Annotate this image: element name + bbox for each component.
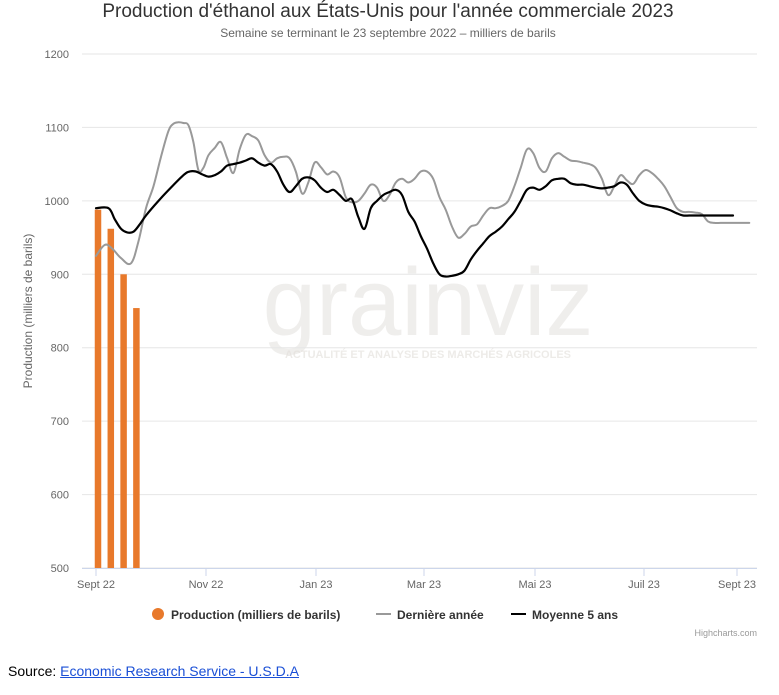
y-tick-label: 600 bbox=[51, 490, 69, 502]
chart-subtitle: Semaine se terminant le 23 septembre 202… bbox=[220, 26, 556, 40]
legend: Production (milliers de barils) Dernière … bbox=[152, 608, 618, 622]
legend-item-5yr-average[interactable]: Moyenne 5 ans bbox=[511, 608, 618, 622]
x-tick-label: Jan 23 bbox=[299, 579, 332, 591]
y-tick-label: 800 bbox=[51, 343, 69, 355]
series-lines bbox=[94, 121, 751, 278]
source-link[interactable]: Economic Research Service - U.S.D.A bbox=[60, 663, 299, 679]
y-tick-label: 500 bbox=[51, 563, 69, 575]
x-tick-label: Mai 23 bbox=[518, 579, 551, 591]
legend-label: Production (milliers de barils) bbox=[171, 608, 340, 622]
production-bar[interactable] bbox=[133, 308, 140, 568]
series-line-last-year[interactable] bbox=[95, 121, 751, 266]
x-tick-label: Nov 22 bbox=[189, 579, 224, 591]
chart-title: Production d'éthanol aux États-Unis pour… bbox=[102, 1, 673, 22]
watermark-tagline: ACTUALITÉ ET ANALYSE DES MARCHÉS AGRICOL… bbox=[285, 348, 571, 361]
watermark-logo: grainviz bbox=[263, 249, 594, 356]
y-tick-label: 1200 bbox=[45, 49, 69, 61]
grid-lines bbox=[82, 53, 757, 569]
y-tick-label: 1100 bbox=[45, 122, 69, 134]
y-tick-label: 1000 bbox=[45, 196, 69, 208]
source-label: Source: bbox=[8, 663, 61, 679]
credits[interactable]: Highcharts.com bbox=[694, 628, 757, 638]
watermark: grainviz ACTUALITÉ ET ANALYSE DES MARCHÉ… bbox=[263, 249, 594, 361]
x-tick-label: Sept 23 bbox=[718, 579, 756, 591]
series-line-5yr-average[interactable] bbox=[94, 157, 735, 278]
legend-label: Moyenne 5 ans bbox=[532, 608, 618, 622]
x-axis: Sept 22 Nov 22 Jan 23 Mar 23 Mai 23 Juil 23 Se… bbox=[77, 568, 757, 591]
y-tick-label: 900 bbox=[51, 269, 69, 281]
production-bar[interactable] bbox=[107, 228, 115, 568]
y-axis-title: Production (milliers de barils) bbox=[21, 234, 35, 389]
production-bars bbox=[94, 209, 140, 568]
x-tick-label: Mar 23 bbox=[407, 579, 441, 591]
production-bar[interactable] bbox=[120, 274, 127, 568]
source-line: Source: Economic Research Service - U.S.… bbox=[8, 663, 299, 679]
chart: Production d'éthanol aux États-Unis pour… bbox=[21, 1, 757, 638]
legend-symbol bbox=[152, 608, 164, 620]
legend-item-last-year[interactable]: Dernière année bbox=[376, 608, 484, 622]
production-bar[interactable] bbox=[94, 209, 102, 568]
legend-item-production[interactable]: Production (milliers de barils) bbox=[152, 608, 340, 622]
y-axis-ticks: 500 600 700 800 900 1000 1100 1200 bbox=[45, 49, 69, 575]
y-tick-label: 700 bbox=[51, 416, 69, 428]
x-tick-label: Sept 22 bbox=[77, 579, 115, 591]
legend-label: Dernière année bbox=[397, 608, 484, 622]
x-tick-label: Juil 23 bbox=[628, 579, 660, 591]
